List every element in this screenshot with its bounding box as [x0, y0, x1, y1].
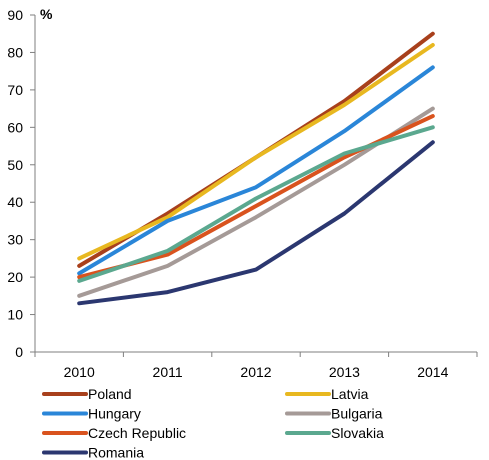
legend-label: Czech Republic	[88, 425, 186, 441]
y-tick-label: 20	[7, 269, 23, 285]
legend-label: Hungary	[88, 406, 141, 422]
legend-label: Romania	[88, 445, 144, 460]
y-tick-label: 80	[7, 44, 23, 60]
x-tick-label: 2014	[417, 364, 448, 380]
legend-label: Latvia	[331, 386, 369, 402]
series-line-poland	[77, 31, 435, 268]
y-tick-label: 10	[7, 307, 23, 323]
legend-label: Slovakia	[331, 425, 384, 441]
legend-item: Poland	[42, 386, 132, 402]
x-tick-label: 2013	[329, 364, 360, 380]
legend-item: Latvia	[285, 386, 369, 402]
legend: Poland Latvia Hungary Bulgaria Czech Republi…	[42, 386, 384, 460]
y-tick-label: 70	[7, 82, 23, 98]
legend-item: Hungary	[42, 406, 141, 422]
y-tick-label: 60	[7, 119, 23, 135]
x-tick-label: 2012	[240, 364, 271, 380]
legend-item: Slovakia	[285, 425, 384, 441]
y-tick-label: 40	[7, 194, 23, 210]
x-tick-label: 2011	[153, 364, 183, 380]
y-axis: 0 10 20 30 40 50 60 70 80 90	[7, 7, 36, 360]
series-line-hungary	[77, 65, 435, 276]
x-tick-label: 2010	[64, 364, 95, 380]
legend-label: Bulgaria	[331, 406, 383, 422]
y-tick-label: 50	[7, 157, 23, 173]
legend-label: Poland	[88, 386, 132, 402]
y-unit-label: %	[40, 6, 53, 22]
y-tick-label: 30	[7, 232, 23, 248]
legend-item: Bulgaria	[285, 406, 383, 422]
legend-item: Czech Republic	[42, 425, 186, 441]
x-axis: 2010 2011 2012 2013 2014	[34, 351, 478, 380]
y-tick-label: 90	[7, 7, 23, 23]
series-lines	[77, 31, 435, 306]
legend-item: Romania	[42, 445, 144, 460]
y-tick-label: 0	[15, 344, 23, 360]
series-line-latvia	[77, 43, 435, 261]
